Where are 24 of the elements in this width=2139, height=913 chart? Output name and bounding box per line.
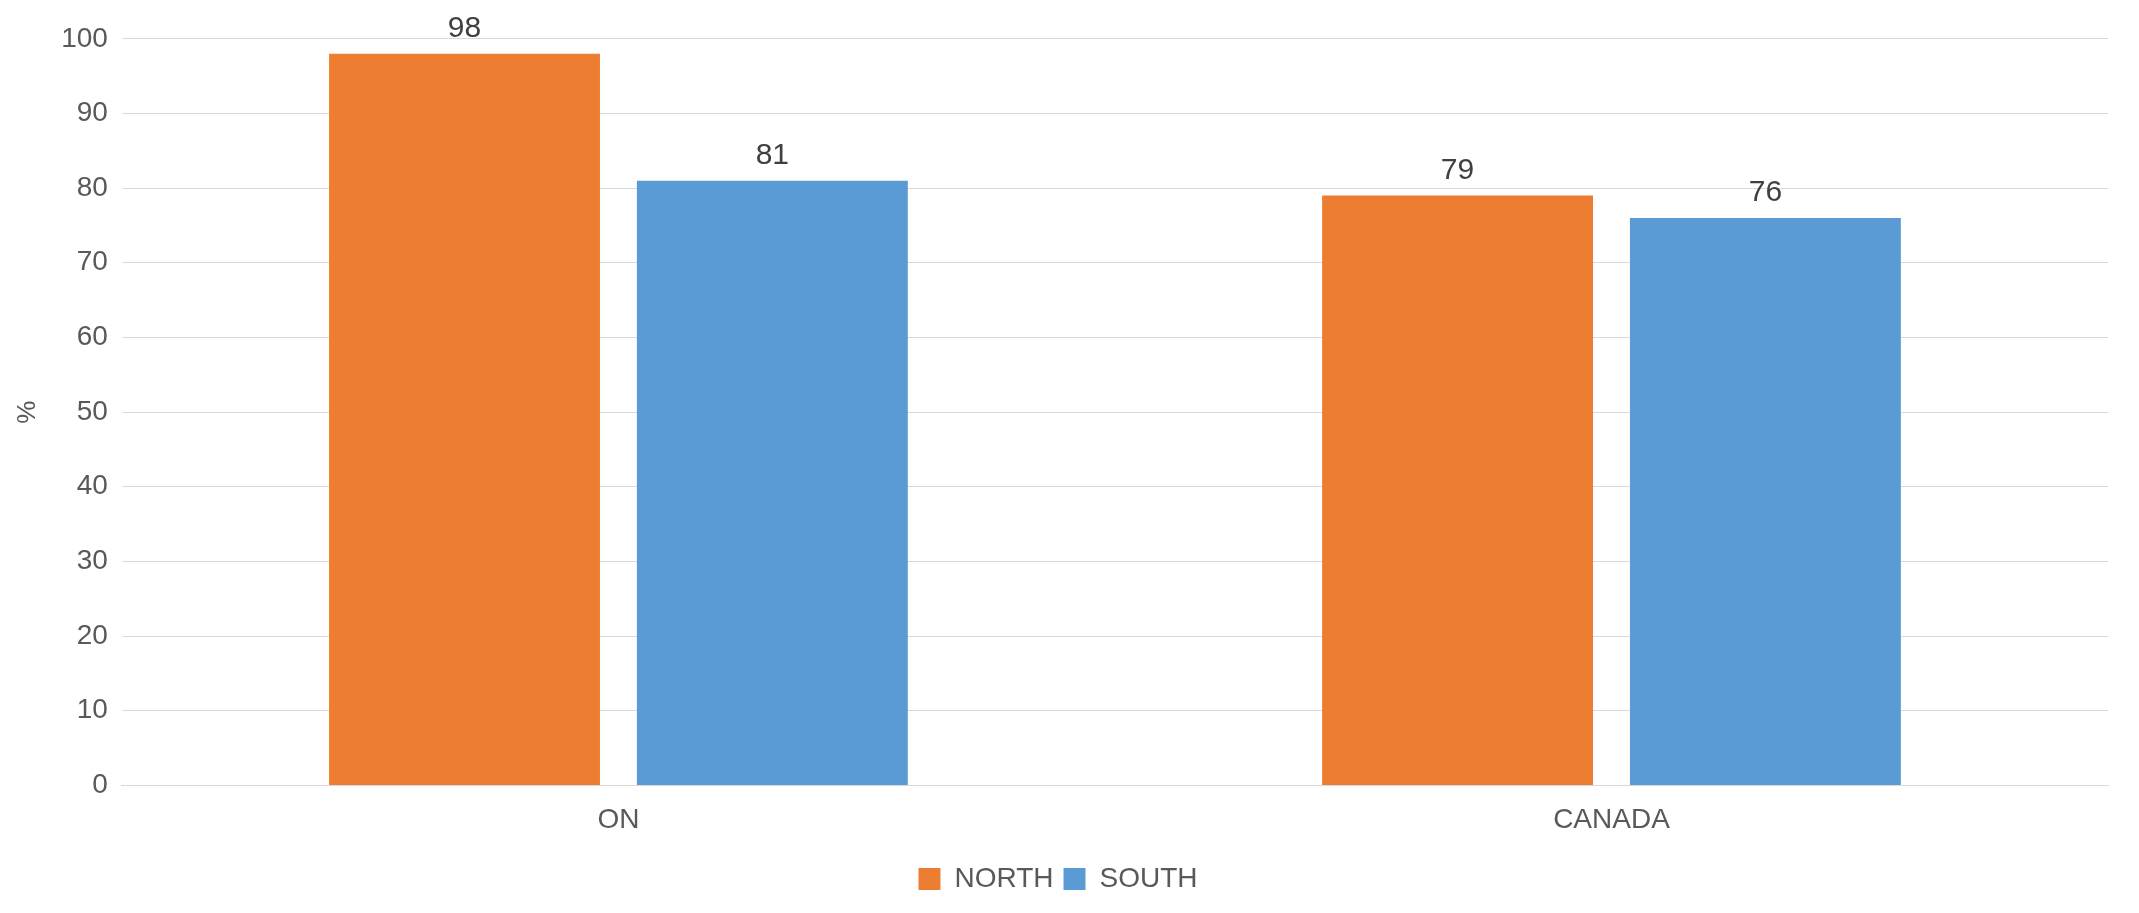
legend-label: SOUTH — [1099, 861, 1198, 893]
bar — [636, 180, 908, 785]
y-tick-label: 90 — [76, 96, 108, 128]
y-tick-label: 60 — [76, 320, 108, 352]
bar — [1629, 217, 1901, 785]
y-tick-label: 10 — [76, 693, 108, 725]
y-tick-label: 40 — [76, 469, 108, 501]
y-tick-label: 20 — [76, 618, 108, 650]
bar — [1322, 195, 1594, 785]
y-tick-label: 100 — [61, 21, 108, 53]
legend-label: NORTH — [954, 861, 1054, 893]
x-tick-label: ON — [597, 802, 640, 834]
y-axis-title: % — [10, 400, 41, 424]
y-tick-label: 80 — [76, 170, 108, 202]
y-tick-label: 0 — [92, 768, 108, 800]
x-tick-label: CANADA — [1553, 802, 1671, 834]
data-label: 76 — [1748, 174, 1783, 208]
y-tick-label: 70 — [76, 245, 108, 277]
data-label: 79 — [1440, 151, 1475, 185]
bar — [329, 53, 600, 785]
data-label: 81 — [755, 136, 790, 170]
y-tick-label: 50 — [76, 394, 108, 426]
data-label: 98 — [447, 10, 482, 43]
y-tick-label: 30 — [76, 544, 108, 576]
